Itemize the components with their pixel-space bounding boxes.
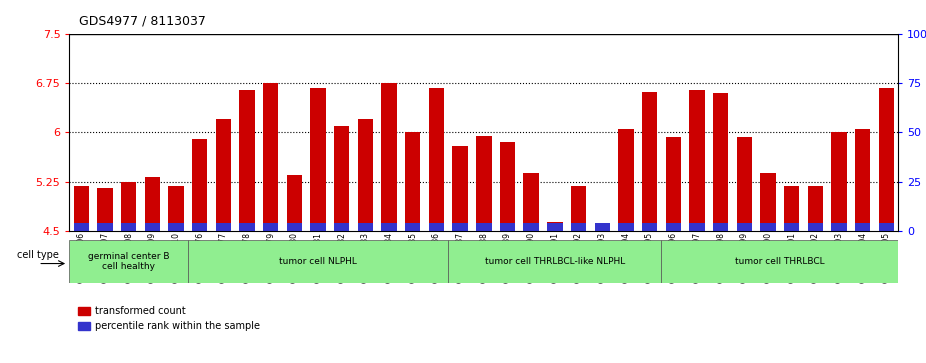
Bar bbox=[760, 173, 776, 231]
Bar bbox=[736, 137, 752, 231]
Bar bbox=[188, 240, 448, 283]
Bar bbox=[453, 223, 468, 231]
Bar bbox=[310, 88, 326, 231]
Bar bbox=[500, 223, 515, 231]
Bar bbox=[192, 139, 207, 231]
Text: GDS4977 / 8113037: GDS4977 / 8113037 bbox=[79, 14, 206, 27]
Bar bbox=[736, 223, 752, 231]
Bar bbox=[476, 223, 492, 231]
Bar bbox=[619, 223, 633, 231]
Bar bbox=[405, 223, 420, 231]
Bar bbox=[144, 177, 160, 231]
Bar bbox=[784, 223, 799, 231]
Bar bbox=[216, 119, 232, 231]
Bar bbox=[263, 83, 279, 231]
Bar bbox=[500, 142, 515, 231]
Bar bbox=[144, 223, 160, 231]
Bar bbox=[689, 223, 705, 231]
Text: germinal center B
cell healthy: germinal center B cell healthy bbox=[88, 252, 169, 271]
Bar bbox=[879, 88, 895, 231]
Bar bbox=[879, 223, 895, 231]
Bar bbox=[760, 223, 776, 231]
Bar bbox=[287, 175, 302, 231]
Text: tumor cell THRLBCL: tumor cell THRLBCL bbox=[735, 257, 825, 266]
Bar bbox=[713, 93, 729, 231]
Bar bbox=[405, 132, 420, 231]
Bar bbox=[855, 129, 870, 231]
Bar bbox=[832, 132, 846, 231]
Bar bbox=[523, 173, 539, 231]
Bar bbox=[310, 223, 326, 231]
Bar bbox=[382, 223, 397, 231]
Bar bbox=[666, 223, 681, 231]
Bar bbox=[619, 129, 633, 231]
Bar bbox=[334, 126, 349, 231]
Bar bbox=[382, 83, 397, 231]
Bar bbox=[287, 223, 302, 231]
Bar bbox=[523, 223, 539, 231]
Bar bbox=[661, 240, 898, 283]
Bar bbox=[570, 223, 586, 231]
Bar bbox=[689, 90, 705, 231]
Bar bbox=[73, 223, 89, 231]
Bar bbox=[216, 223, 232, 231]
Bar bbox=[594, 224, 610, 231]
Bar bbox=[239, 90, 255, 231]
Bar bbox=[855, 223, 870, 231]
Bar bbox=[807, 223, 823, 231]
Bar bbox=[169, 223, 183, 231]
Bar bbox=[832, 223, 846, 231]
Bar bbox=[263, 223, 279, 231]
Bar bbox=[807, 186, 823, 231]
Bar bbox=[448, 240, 661, 283]
Text: cell type: cell type bbox=[18, 250, 59, 260]
Bar bbox=[547, 222, 563, 231]
Bar bbox=[642, 92, 657, 231]
Bar bbox=[453, 146, 468, 231]
Bar bbox=[357, 119, 373, 231]
Bar bbox=[476, 136, 492, 231]
Bar bbox=[169, 186, 183, 231]
Bar bbox=[121, 223, 136, 231]
Bar bbox=[666, 137, 681, 231]
Bar bbox=[97, 188, 113, 231]
Bar bbox=[239, 223, 255, 231]
Bar bbox=[97, 223, 113, 231]
Bar bbox=[334, 223, 349, 231]
Bar bbox=[73, 186, 89, 231]
Bar bbox=[69, 240, 188, 283]
Text: tumor cell NLPHL: tumor cell NLPHL bbox=[279, 257, 357, 266]
Bar bbox=[192, 223, 207, 231]
Bar bbox=[429, 223, 444, 231]
Bar bbox=[642, 223, 657, 231]
Bar bbox=[357, 223, 373, 231]
Bar bbox=[547, 223, 563, 231]
Bar bbox=[713, 223, 729, 231]
Bar bbox=[121, 182, 136, 231]
Text: tumor cell THRLBCL-like NLPHL: tumor cell THRLBCL-like NLPHL bbox=[484, 257, 625, 266]
Bar bbox=[429, 88, 444, 231]
Bar bbox=[594, 223, 610, 231]
Legend: transformed count, percentile rank within the sample: transformed count, percentile rank withi… bbox=[74, 302, 264, 335]
Bar bbox=[784, 186, 799, 231]
Bar bbox=[570, 186, 586, 231]
